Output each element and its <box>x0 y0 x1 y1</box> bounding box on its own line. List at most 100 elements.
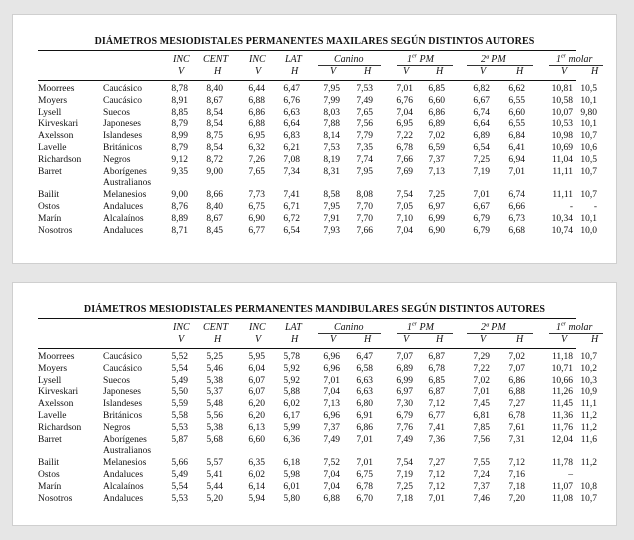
table-row: Richardson Negros 9,12 8,72 7,26 7,08 8,19 7,74… <box>13 155 616 167</box>
header-inc-2: INC <box>249 322 266 333</box>
population-name: Islandeses <box>103 131 143 142</box>
header-canino: Canino <box>334 322 364 333</box>
header-group-line <box>467 333 533 334</box>
author-name: Marín <box>38 481 62 492</box>
subheader-pm2-v: V <box>480 334 487 345</box>
table-row: Ostos Andaluces 5,49 5,41 6,02 5,98 7,04 6,75 7,… <box>13 470 616 482</box>
value-pm2-v: 7,45 <box>473 399 490 410</box>
population-name: Suecos <box>103 107 130 118</box>
subheader-pm2-v: V <box>480 66 487 77</box>
value-inc-v: 5,54 <box>171 481 188 492</box>
value-canino-v: 6,88 <box>323 493 340 504</box>
header-cent: CENT <box>203 54 229 65</box>
maxillary-table-panel: DIÁMETROS MESIODISTALES PERMANENTES MAXI… <box>12 14 617 264</box>
value-pm1-h: 6,78 <box>428 363 445 374</box>
value-molar-h: 11,6 <box>580 434 597 445</box>
value-molar-v: 11,11 <box>552 190 573 201</box>
subheader-cent: H <box>214 334 222 345</box>
value-inc-v: 8,85 <box>171 107 188 118</box>
value-lat-h: 6,17 <box>283 410 300 421</box>
value-lat-h: 6,76 <box>283 95 300 106</box>
subheader-pm1-v: V <box>403 334 410 345</box>
value-molar-h: 10,7 <box>580 166 597 177</box>
value-molar-v: 11,78 <box>551 458 573 469</box>
value-pm2-h: 6,62 <box>508 84 525 94</box>
value-pm2-v: 6,81 <box>473 410 490 421</box>
value-inc-v: 9,35 <box>171 166 188 177</box>
table-title: DIÁMETROS MESIODISTALES PERMANENTES MAXI… <box>94 36 535 47</box>
value-pm1-h: 6,86 <box>428 107 445 118</box>
value-cent-h: 8,54 <box>206 107 223 118</box>
value-molar-v: 10,34 <box>551 213 573 224</box>
table-row: Lysell Suecos 5,49 5,38 6,07 5,92 7,01 6,63 6,99… <box>13 376 616 388</box>
value-inc-lat-v: 6,86 <box>248 107 265 118</box>
table-row: Moyers Caucásico 5,54 5,46 6,04 5,92 6,96 6,58 6… <box>13 364 616 376</box>
value-pm1-h: 6,59 <box>428 142 445 153</box>
value-pm1-h: 6,99 <box>428 213 445 224</box>
value-pm2-v: 7,29 <box>473 352 490 362</box>
value-canino-v: 6,96 <box>323 410 340 421</box>
header-pm2: 2ª PM <box>481 54 506 65</box>
value-pm2-h: 6,73 <box>508 213 525 224</box>
population-name: Aborígenes <box>103 166 147 177</box>
value-pm1-v: 7,54 <box>396 190 413 201</box>
population-name: Caucásico <box>103 95 143 106</box>
value-pm1-v: 6,95 <box>396 119 413 130</box>
header-inc-1: INC <box>173 322 190 333</box>
header-lat: LAT <box>285 322 302 333</box>
value-pm2-v: 7,19 <box>473 166 490 177</box>
value-molar-h: 10,6 <box>580 142 597 153</box>
value-pm2-v: 7,01 <box>473 190 490 201</box>
table-row: Moorrees Caucásico 8,78 8,40 6,44 6,47 7,95 7,5… <box>13 84 616 96</box>
table-row: Marín Alcalaínos 5,54 5,44 6,14 6,01 7,04 6,78 7… <box>13 482 616 494</box>
value-lat-h: 6,63 <box>283 107 300 118</box>
value-cent-h: 5,37 <box>206 387 223 398</box>
value-inc-lat-v: 5,94 <box>248 493 265 504</box>
value-pm2-v: 6,79 <box>473 213 490 224</box>
value-pm2-h: 7,27 <box>508 399 525 410</box>
value-molar-h: 10,7 <box>580 493 597 504</box>
author-name: Moyers <box>38 95 68 106</box>
value-cent-h: 5,20 <box>206 493 223 504</box>
value-canino-h: 7,49 <box>356 95 373 106</box>
value-cent-h: 8,66 <box>206 190 223 201</box>
value-canino-h: 7,74 <box>356 154 373 165</box>
value-canino-v: 8,31 <box>323 166 340 177</box>
header-inc-2: INC <box>249 54 266 65</box>
subheader-pm2-h: H <box>516 334 524 345</box>
value-pm1-h: 7,37 <box>428 154 445 165</box>
value-pm2-h: 6,78 <box>508 410 525 421</box>
value-lat-h: 6,18 <box>283 458 300 469</box>
value-canino-v: 6,96 <box>323 352 340 362</box>
table-row: Nosotros Andaluces 5,53 5,20 5,94 5,80 6,88 6,7… <box>13 494 616 506</box>
header-canino: Canino <box>334 54 364 65</box>
value-inc-v: 5,58 <box>171 410 188 421</box>
header-pm1-number: 1 <box>407 54 412 65</box>
value-lat-h: 5,88 <box>283 387 300 398</box>
value-canino-v: 7,04 <box>323 469 340 480</box>
value-canino-v: 7,91 <box>323 213 340 224</box>
population-name: Andaluces <box>103 201 144 212</box>
value-pm2-v: 7,25 <box>473 154 490 165</box>
value-molar-h: 11,2 <box>580 422 597 433</box>
header-pm1-suffix: PM <box>417 54 434 65</box>
table-row: Bailit Melanesios 9,00 8,66 7,73 7,41 8,58 8,08… <box>13 190 616 202</box>
mandibular-table-panel: DIÁMETROS MESIODISTALES PERMANENTES MAND… <box>12 282 617 526</box>
header-molar-number: 1 <box>556 322 561 333</box>
header-lat: LAT <box>285 54 302 65</box>
value-lat-h: 5,92 <box>283 363 300 374</box>
value-pm1-h: 6,97 <box>428 201 445 212</box>
value-pm1-h: 7,13 <box>428 166 445 177</box>
value-cent-h: 5,38 <box>206 375 223 386</box>
subheader-molar-h: H <box>591 334 599 345</box>
population-name: Británicos <box>103 142 143 153</box>
value-inc-lat-v: 6,75 <box>248 201 265 212</box>
value-inc-lat-v: 5,95 <box>248 352 265 362</box>
value-canino-v: 7,37 <box>323 422 340 433</box>
value-pm1-h: 6,60 <box>428 95 445 106</box>
value-molar-v: 11,04 <box>551 154 573 165</box>
value-canino-h: 6,47 <box>356 352 373 362</box>
value-canino-h: 7,01 <box>356 434 373 445</box>
value-canino-h: 6,86 <box>356 422 373 433</box>
value-pm1-v: 6,99 <box>396 375 413 386</box>
